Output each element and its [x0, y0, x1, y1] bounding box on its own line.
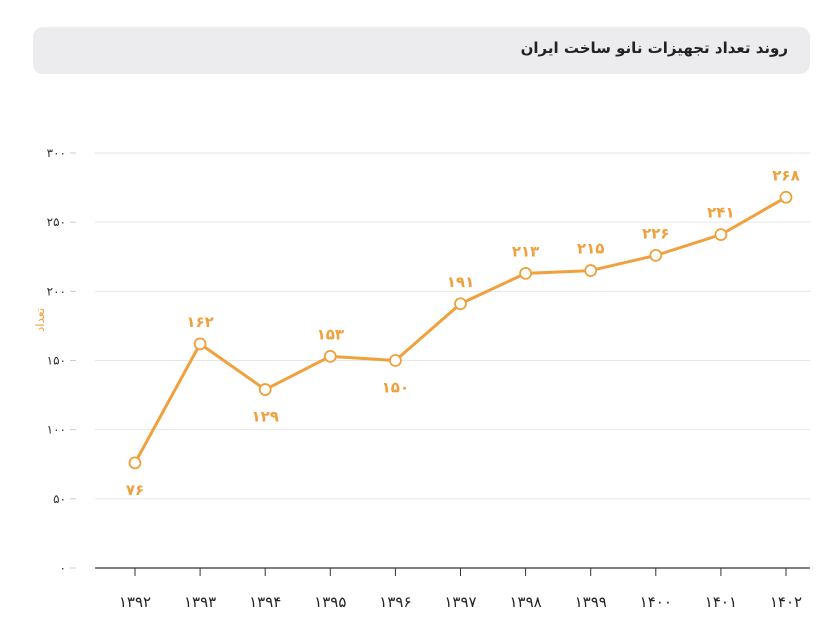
chart-title-box: روند تعداد تجهیزات نانو ساخت ایران — [33, 27, 810, 74]
data-label: ۱۵۳ — [317, 325, 344, 343]
data-label: ۱۲۹ — [251, 408, 278, 426]
data-point — [258, 383, 272, 396]
data-label: ۲۶۸ — [772, 166, 799, 184]
y-tick-label: ۵۰ — [53, 492, 66, 506]
y-tick-label: ۳۰۰ — [47, 146, 66, 160]
data-point — [323, 349, 337, 363]
data-point — [519, 266, 532, 280]
data-label: ۲۱۳ — [512, 242, 539, 260]
data-point — [584, 264, 598, 277]
x-tick-label: ۱۳۹۹ — [575, 593, 607, 611]
data-label: ۱۵۰ — [382, 379, 409, 397]
data-point — [193, 337, 207, 351]
x-tick-label: ۱۴۰۱ — [705, 593, 737, 611]
data-point — [454, 297, 467, 311]
x-tick-label: ۱۳۹۶ — [379, 593, 411, 611]
x-tick-label: ۱۳۹۵ — [314, 593, 346, 611]
data-label: ۱۹۱ — [447, 273, 474, 291]
x-tick-label: ۱۳۹۲ — [119, 593, 151, 611]
x-tick-label: ۱۳۹۴ — [249, 593, 281, 611]
x-tick-label: ۱۴۰۲ — [770, 593, 802, 611]
data-label: ۷۶ — [126, 481, 144, 499]
data-label: ۲۱۵ — [577, 240, 604, 258]
x-tick-label: ۱۳۹۳ — [184, 593, 216, 611]
x-tick-label: ۱۳۹۸ — [509, 593, 541, 611]
data-point — [649, 248, 663, 262]
chart-title: روند تعداد تجهیزات نانو ساخت ایران — [520, 39, 788, 57]
data-point — [714, 228, 728, 242]
data-point — [779, 190, 793, 204]
y-tick-label: ۱۵۰ — [47, 354, 66, 368]
data-point — [128, 456, 142, 470]
data-label: ۲۴۱ — [707, 204, 734, 222]
y-tick-label: ۲۵۰ — [47, 215, 66, 229]
series-line — [133, 195, 787, 464]
y-tick-label: ۲۰۰ — [47, 284, 66, 298]
x-tick-label: ۱۴۰۰ — [640, 593, 672, 611]
y-tick-label: ۰ — [60, 561, 66, 575]
y-tick-label: ۱۰۰ — [47, 423, 66, 437]
y-axis-label: تعداد — [33, 308, 47, 332]
data-label: ۱۶۲ — [186, 313, 213, 331]
data-label: ۲۲۶ — [642, 224, 669, 242]
data-point — [388, 354, 402, 367]
x-tick-label: ۱۳۹۷ — [444, 593, 476, 611]
